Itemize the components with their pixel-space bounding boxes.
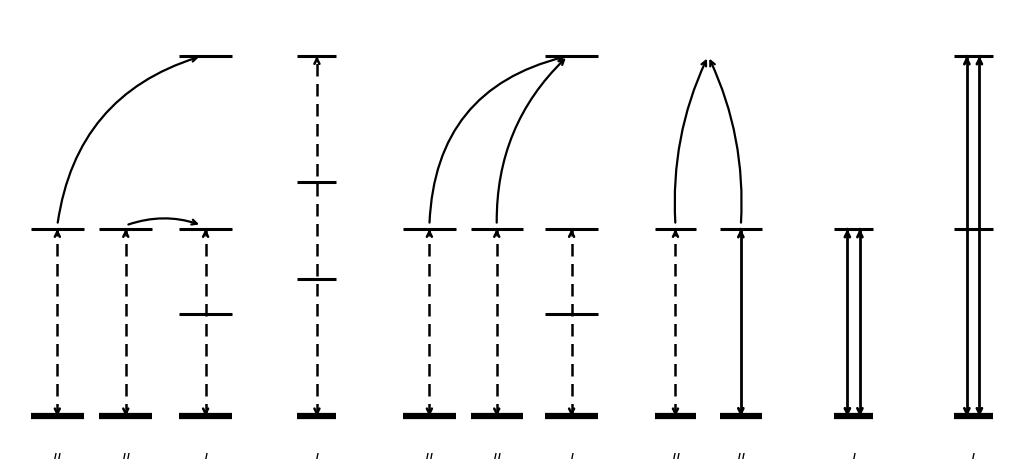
Text: $\mathit{II}$: $\mathit{II}$ — [53, 451, 62, 459]
FancyArrowPatch shape — [710, 62, 741, 223]
Text: $\mathit{II}$: $\mathit{II}$ — [492, 451, 501, 459]
Text: $\mathit{I}$: $\mathit{I}$ — [203, 451, 209, 459]
Text: $\mathit{II}$: $\mathit{II}$ — [121, 451, 130, 459]
FancyArrowPatch shape — [128, 219, 196, 225]
FancyArrowPatch shape — [429, 57, 562, 223]
FancyArrowPatch shape — [496, 61, 565, 223]
FancyArrowPatch shape — [675, 62, 706, 223]
Text: $\mathit{II}$: $\mathit{II}$ — [425, 451, 434, 459]
FancyArrowPatch shape — [58, 57, 196, 223]
Text: $\mathit{I}$: $\mathit{I}$ — [314, 451, 320, 459]
Text: $\mathit{I}$: $\mathit{I}$ — [851, 451, 856, 459]
Text: $\mathit{I}$: $\mathit{I}$ — [970, 451, 976, 459]
Text: $\mathit{II}$: $\mathit{II}$ — [671, 451, 680, 459]
Text: $\mathit{II}$: $\mathit{II}$ — [736, 451, 746, 459]
Text: $\mathit{I}$: $\mathit{I}$ — [569, 451, 575, 459]
